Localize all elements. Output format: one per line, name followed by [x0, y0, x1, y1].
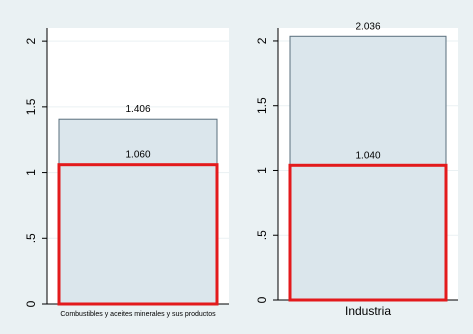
y-tick-label: 0 — [255, 296, 269, 303]
y-tick-label: 1 — [255, 167, 269, 174]
y-tick-label: 2 — [24, 37, 38, 44]
y-tick-label: 0 — [24, 300, 38, 307]
data-label-total: 2.036 — [355, 21, 380, 32]
data-label-total: 1.406 — [125, 104, 150, 115]
data-label-highlight: 1.060 — [125, 150, 150, 161]
x-category-label: Combustibles y aceites minerales y sus p… — [60, 311, 216, 318]
y-tick-label: 1.5 — [255, 97, 269, 114]
bar-highlight — [288, 163, 448, 302]
x-category-label: Industria — [345, 304, 391, 318]
y-tick-label: .5 — [255, 230, 269, 240]
panel-left: 0 .5 1 1.5 2 1.406 1.060 Combustibles y aceites… — [24, 28, 229, 318]
panel-right: 0 .5 1 1.5 2 2.036 1.040 Industria — [255, 21, 458, 318]
y-tick-label: 1.5 — [24, 98, 38, 115]
y-tick-label: .5 — [24, 233, 38, 243]
y-tick-label: 2 — [255, 37, 269, 44]
data-label-highlight: 1.040 — [355, 150, 380, 161]
y-tick-label: 1 — [24, 169, 38, 176]
bar-highlight — [57, 163, 219, 306]
